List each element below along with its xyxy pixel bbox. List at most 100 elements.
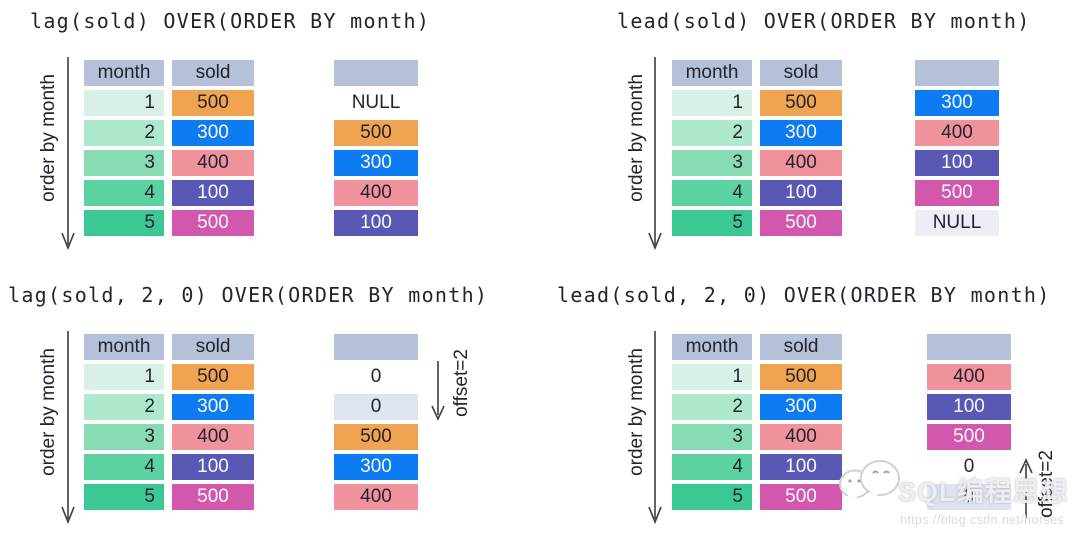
month-cell: 2 bbox=[84, 120, 164, 146]
month-cell: 5 bbox=[84, 210, 164, 236]
result-cell: 100 bbox=[915, 150, 999, 176]
sold-cell: 500 bbox=[760, 484, 842, 510]
source-table: month sold 1 500 2 300 3 400 4 100 5 500 bbox=[672, 334, 842, 510]
month-cell: 4 bbox=[672, 180, 752, 206]
month-cell: 4 bbox=[672, 454, 752, 480]
column-header-month: month bbox=[672, 334, 752, 360]
result-cell: 400 bbox=[927, 364, 1011, 390]
result-cell: 100 bbox=[334, 210, 418, 236]
order-by-label: order by month bbox=[38, 74, 59, 202]
result-cell: 400 bbox=[334, 180, 418, 206]
result-cell: 500 bbox=[334, 120, 418, 146]
result-cell: NULL bbox=[915, 210, 999, 236]
sold-cell: 500 bbox=[172, 210, 254, 236]
month-cell: 4 bbox=[84, 454, 164, 480]
month-cell: 2 bbox=[672, 394, 752, 420]
result-column: NULL 500 300 400 100 bbox=[334, 60, 418, 236]
result-cell: 400 bbox=[334, 484, 418, 510]
offset-label: offset=2 bbox=[1036, 450, 1057, 518]
panel-lag-offset2: lag(sold, 2, 0) OVER(ORDER BY month) ord… bbox=[0, 271, 540, 543]
result-column: 300 400 100 500 NULL bbox=[915, 60, 999, 236]
sold-cell: 100 bbox=[172, 454, 254, 480]
sold-cell: 500 bbox=[760, 210, 842, 236]
month-cell: 1 bbox=[672, 364, 752, 390]
result-column: 0 0 500 300 400 bbox=[334, 334, 418, 510]
month-cell: 1 bbox=[84, 364, 164, 390]
month-cell: 2 bbox=[84, 394, 164, 420]
result-cell: 0 bbox=[370, 366, 382, 387]
result-cell: 500 bbox=[334, 424, 418, 450]
panel-title: lag(sold, 2, 0) OVER(ORDER BY month) bbox=[8, 283, 489, 307]
panel-lead-offset2: lead(sold, 2, 0) OVER(ORDER BY month) or… bbox=[540, 271, 1080, 543]
month-cell: 3 bbox=[672, 424, 752, 450]
panel-lead: lead(sold) OVER(ORDER BY month) order by… bbox=[540, 0, 1080, 272]
order-direction-arrow-icon bbox=[61, 331, 75, 525]
sold-cell: 100 bbox=[760, 454, 842, 480]
sold-cell: 500 bbox=[172, 90, 254, 116]
sold-cell: 500 bbox=[760, 90, 842, 116]
month-cell: 3 bbox=[672, 150, 752, 176]
column-header-month: month bbox=[84, 60, 164, 86]
result-cell: 0 bbox=[334, 394, 418, 420]
month-cell: 1 bbox=[672, 90, 752, 116]
source-table: month sold 1 500 2 300 3 400 4 100 5 500 bbox=[84, 60, 254, 236]
result-cell: 300 bbox=[915, 90, 999, 116]
month-cell: 1 bbox=[84, 90, 164, 116]
result-header bbox=[334, 334, 418, 360]
column-header-sold: sold bbox=[172, 334, 254, 360]
result-cell: 400 bbox=[915, 120, 999, 146]
sold-cell: 400 bbox=[172, 150, 254, 176]
column-header-sold: sold bbox=[760, 60, 842, 86]
source-table: month sold 1 500 2 300 3 400 4 100 5 500 bbox=[84, 334, 254, 510]
result-cell: 100 bbox=[927, 394, 1011, 420]
sold-cell: 400 bbox=[760, 150, 842, 176]
column-header-month: month bbox=[672, 60, 752, 86]
month-cell: 3 bbox=[84, 150, 164, 176]
column-header-sold: sold bbox=[760, 334, 842, 360]
sold-cell: 100 bbox=[172, 180, 254, 206]
panel-title: lead(sold) OVER(ORDER BY month) bbox=[617, 9, 1031, 33]
sold-cell: 300 bbox=[760, 120, 842, 146]
order-by-label: order by month bbox=[626, 348, 647, 476]
order-direction-arrow-icon bbox=[648, 57, 662, 251]
offset-up-arrow-icon bbox=[1019, 458, 1033, 518]
result-header bbox=[927, 334, 1011, 360]
result-cell: 500 bbox=[915, 180, 999, 206]
result-cell: 0 bbox=[963, 456, 975, 477]
result-cell: 500 bbox=[927, 424, 1011, 450]
result-cell: 300 bbox=[334, 454, 418, 480]
source-table: month sold 1 500 2 300 3 400 4 100 5 500 bbox=[672, 60, 842, 236]
result-cell: 300 bbox=[334, 150, 418, 176]
sold-cell: 300 bbox=[760, 394, 842, 420]
offset-down-arrow-icon bbox=[431, 361, 445, 421]
panel-title: lag(sold) OVER(ORDER BY month) bbox=[30, 9, 431, 33]
month-cell: 3 bbox=[84, 424, 164, 450]
order-by-label: order by month bbox=[38, 348, 59, 476]
month-cell: 5 bbox=[672, 484, 752, 510]
panel-title: lead(sold, 2, 0) OVER(ORDER BY month) bbox=[557, 283, 1051, 307]
result-header bbox=[334, 60, 418, 86]
order-direction-arrow-icon bbox=[61, 57, 75, 251]
panel-lag: lag(sold) OVER(ORDER BY month) order by … bbox=[0, 0, 540, 272]
sold-cell: 300 bbox=[172, 394, 254, 420]
result-cell: NULL bbox=[351, 92, 401, 113]
order-direction-arrow-icon bbox=[648, 331, 662, 525]
sold-cell: 100 bbox=[760, 180, 842, 206]
column-header-month: month bbox=[84, 334, 164, 360]
result-column: 400 100 500 0 0 bbox=[927, 334, 1011, 510]
sold-cell: 400 bbox=[172, 424, 254, 450]
sold-cell: 400 bbox=[760, 424, 842, 450]
month-cell: 5 bbox=[84, 484, 164, 510]
sold-cell: 500 bbox=[760, 364, 842, 390]
column-header-sold: sold bbox=[172, 60, 254, 86]
month-cell: 5 bbox=[672, 210, 752, 236]
month-cell: 2 bbox=[672, 120, 752, 146]
offset-label: offset=2 bbox=[451, 349, 472, 417]
order-by-label: order by month bbox=[626, 74, 647, 202]
sold-cell: 300 bbox=[172, 120, 254, 146]
sold-cell: 500 bbox=[172, 364, 254, 390]
month-cell: 4 bbox=[84, 180, 164, 206]
sold-cell: 500 bbox=[172, 484, 254, 510]
result-header bbox=[915, 60, 999, 86]
